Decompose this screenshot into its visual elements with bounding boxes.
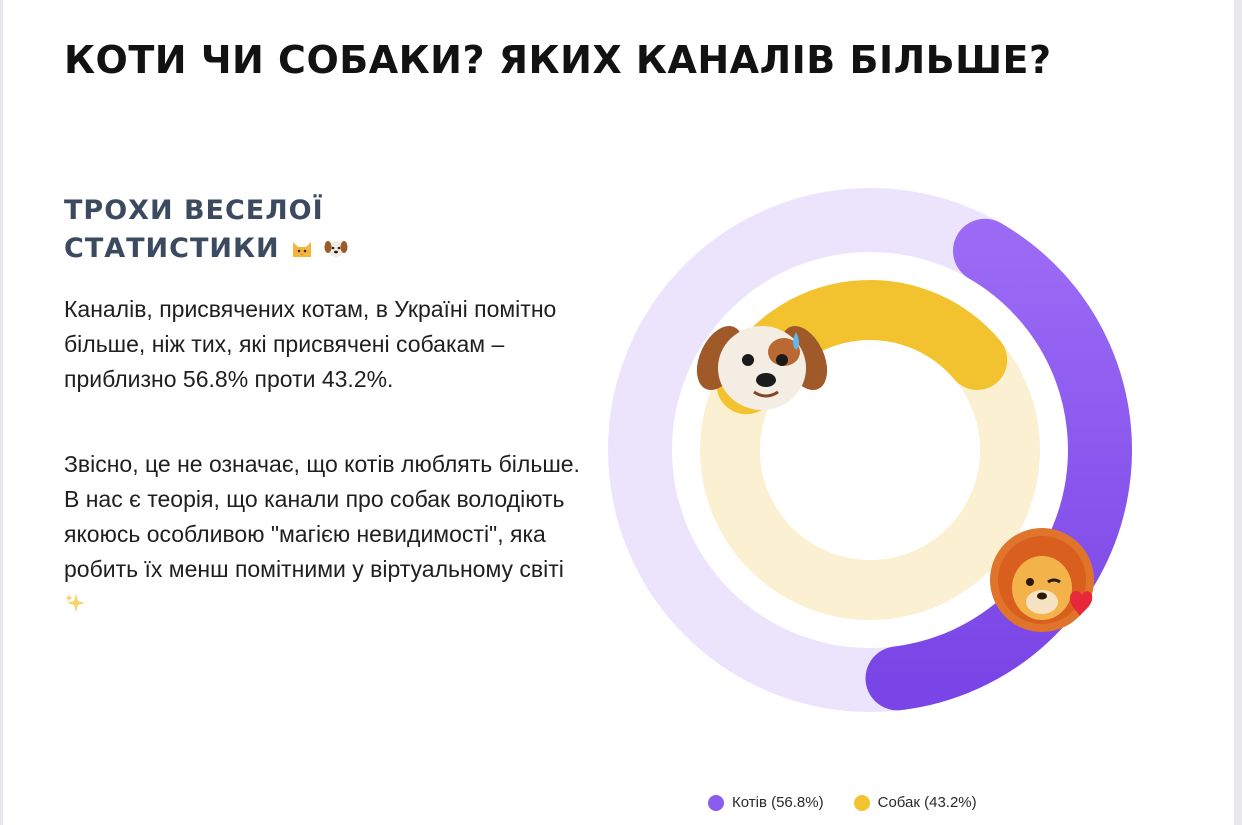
sparkles-icon	[65, 594, 85, 612]
subtitle-line-1: ТРОХИ ВЕСЕЛОЇ	[64, 195, 324, 226]
donut-chart	[608, 188, 1132, 712]
legend-label-cats: Котів (56.8%)	[732, 794, 824, 811]
legend-item-cats: Котів (56.8%)	[708, 794, 824, 811]
dog-face-icon	[324, 241, 348, 257]
lion-face-icon	[990, 528, 1094, 632]
legend-label-dogs: Собак (43.2%)	[877, 794, 977, 811]
chart-legend: Котів (56.8%) Собак (43.2%)	[708, 794, 977, 811]
section-subtitle: ТРОХИ ВЕСЕЛОЇ СТАТИСТИКИ	[64, 192, 484, 268]
cats-arc	[865, 218, 1132, 711]
legend-item-dogs: Собак (43.2%)	[853, 794, 977, 811]
paragraph-theory-text: Звісно, це не означає, що котів люблять …	[64, 451, 580, 582]
paragraph-theory: Звісно, це не означає, що котів люблять …	[64, 447, 584, 622]
dog-face-icon	[696, 326, 828, 410]
page-title: КОТИ ЧИ СОБАКИ? ЯКИХ КАНАЛІВ БІЛЬШЕ?	[64, 38, 1052, 82]
page-edge-left	[0, 0, 3, 825]
paragraph-stats: Каналів, присвячених котам, в Україні по…	[64, 296, 557, 392]
cat-face-icon	[293, 242, 312, 257]
subtitle-line-2: СТАТИСТИКИ	[64, 233, 280, 264]
legend-dot-cats	[708, 794, 724, 811]
legend-dot-dogs	[853, 794, 870, 811]
page-edge-right	[1234, 0, 1242, 825]
